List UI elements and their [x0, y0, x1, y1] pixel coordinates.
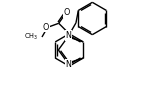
- Text: O: O: [43, 23, 49, 32]
- Text: N: N: [65, 60, 71, 69]
- Text: N: N: [65, 31, 71, 40]
- Text: O: O: [64, 8, 70, 17]
- Text: CH$_3$: CH$_3$: [24, 32, 38, 42]
